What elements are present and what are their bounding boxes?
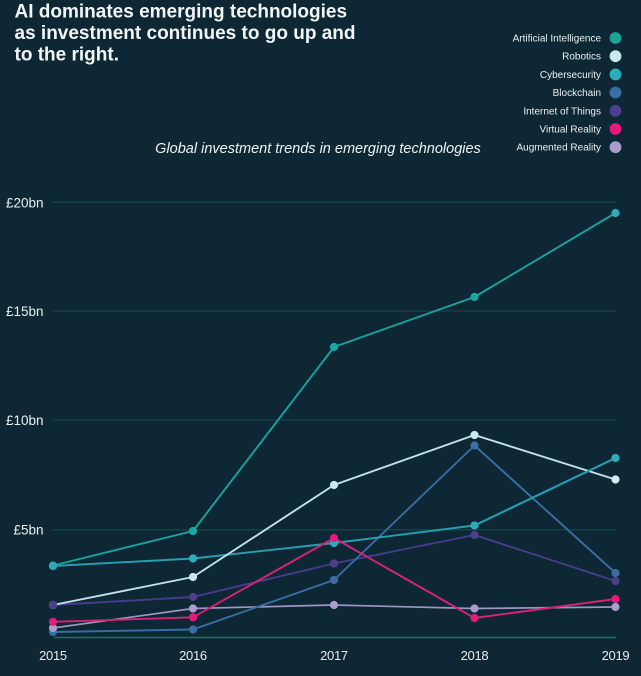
svg-text:Internet of Things: Internet of Things (523, 106, 601, 117)
svg-text:as investment continues to go: as investment continues to go up and (15, 23, 356, 44)
svg-text:£5bn: £5bn (13, 523, 43, 538)
svg-text:AI dominates emerging technolo: AI dominates emerging technologies (15, 2, 348, 23)
svg-text:2017: 2017 (320, 648, 348, 663)
svg-text:£20bn: £20bn (6, 195, 44, 210)
svg-text:Robotics: Robotics (562, 52, 601, 63)
svg-text:to the right.: to the right. (15, 45, 119, 66)
svg-text:Augmented Reality: Augmented Reality (517, 143, 602, 154)
svg-text:Blockchain: Blockchain (553, 88, 601, 99)
svg-text:Artificial Intelligence: Artificial Intelligence (513, 34, 602, 45)
svg-text:2018: 2018 (461, 648, 489, 663)
svg-text:Global investment trends in em: Global investment trends in emerging tec… (155, 141, 481, 157)
svg-text:2019: 2019 (602, 648, 630, 663)
svg-text:£15bn: £15bn (6, 304, 44, 319)
svg-text:2015: 2015 (39, 648, 67, 663)
svg-text:Virtual Reality: Virtual Reality (539, 125, 601, 136)
svg-text:Cybersecurity: Cybersecurity (540, 70, 601, 81)
svg-text:2016: 2016 (179, 648, 207, 663)
svg-text:£10bn: £10bn (6, 413, 44, 428)
